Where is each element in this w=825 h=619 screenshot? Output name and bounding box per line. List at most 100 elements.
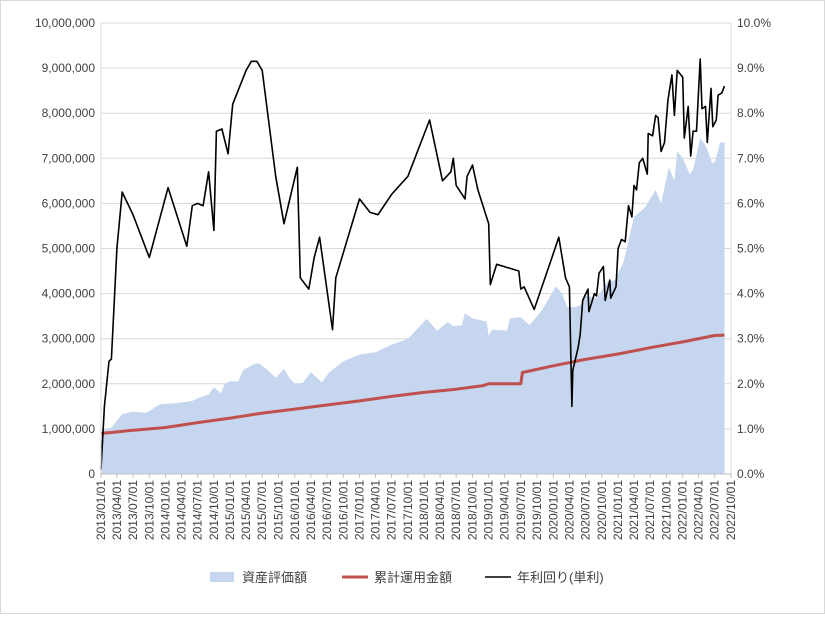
data-point [472, 165, 473, 166]
data-point [652, 135, 653, 136]
data-point [693, 131, 694, 132]
y-left-tick-label: 0 [88, 467, 95, 481]
data-point [701, 108, 702, 109]
x-tick-label: 2019/04/01 [498, 480, 512, 540]
data-point [596, 295, 597, 296]
data-point [714, 335, 715, 336]
y-left-tick-label: 3,000,000 [42, 332, 96, 346]
data-point [610, 298, 611, 299]
data-point [633, 185, 634, 186]
data-point [658, 117, 659, 118]
y-right-tick-label: 10.0% [737, 16, 771, 30]
data-point [391, 396, 392, 397]
data-point [496, 264, 497, 265]
data-point [582, 300, 583, 301]
x-tick-label: 2019/07/01 [514, 480, 528, 540]
data-point [603, 266, 604, 267]
data-point [477, 189, 478, 190]
data-point [488, 383, 489, 384]
data-point [664, 142, 665, 143]
x-tick-label: 2015/07/01 [255, 480, 269, 540]
x-tick-label: 2017/04/01 [368, 480, 382, 540]
line-series-layer [100, 58, 726, 470]
data-point [639, 162, 640, 163]
data-point [655, 115, 656, 116]
data-point [149, 257, 150, 258]
data-point [705, 106, 706, 107]
data-point [297, 167, 298, 168]
data-point [165, 427, 166, 428]
data-point [707, 142, 708, 143]
data-point [369, 212, 370, 213]
data-point [565, 277, 566, 278]
data-point [429, 119, 430, 120]
data-point [688, 106, 689, 107]
y-left-tick-label: 6,000,000 [42, 196, 96, 210]
data-point [534, 309, 535, 310]
data-point [642, 158, 643, 159]
data-point [700, 59, 701, 60]
data-point [677, 70, 678, 71]
y-right-tick-label: 5.0% [737, 242, 765, 256]
x-tick-label: 2017/10/01 [401, 480, 415, 540]
data-point [232, 104, 233, 105]
data-point [569, 286, 570, 287]
x-tick-label: 2019/10/01 [530, 480, 544, 540]
data-point [721, 92, 722, 93]
data-point [553, 365, 554, 366]
y-right-tick-label: 6.0% [737, 196, 765, 210]
data-point [696, 131, 697, 132]
data-point [104, 406, 105, 407]
y-left-tick-label: 1,000,000 [42, 422, 96, 436]
x-tick-label: 2020/07/01 [579, 480, 593, 540]
data-point [450, 171, 451, 172]
x-tick-label: 2013/07/01 [126, 480, 140, 540]
x-tick-label: 2020/04/01 [562, 480, 576, 540]
data-point [111, 358, 112, 359]
data-point [520, 289, 521, 290]
data-point [615, 286, 616, 287]
data-point [326, 404, 327, 405]
y-right-tick-label: 2.0% [737, 377, 765, 391]
x-tick-label: 2013/10/01 [142, 480, 156, 540]
y-left-tick-label: 10,000,000 [35, 16, 95, 30]
data-point [256, 61, 257, 62]
data-point [690, 155, 691, 156]
x-tick-label: 2022/04/01 [692, 480, 706, 540]
data-point [116, 248, 117, 249]
data-point [335, 277, 336, 278]
data-point [598, 273, 599, 274]
x-tick-label: 2014/04/01 [175, 480, 189, 540]
data-point [667, 99, 668, 100]
data-point [424, 392, 425, 393]
data-point [551, 259, 552, 260]
data-point [682, 341, 683, 342]
data-point [585, 359, 586, 360]
data-point [650, 347, 651, 348]
x-tick-label: 2018/10/01 [465, 480, 479, 540]
legend-swatch-asset-value [210, 572, 234, 582]
x-tick-label: 2022/10/01 [724, 480, 738, 540]
legend: 資産評価額 累計運用金額 年利回り(単利) [210, 570, 604, 585]
y-right-tick-label: 7.0% [737, 151, 765, 165]
data-point [540, 291, 541, 292]
x-tick-label: 2013/01/01 [94, 480, 108, 540]
x-tick-label: 2016/01/01 [288, 480, 302, 540]
x-tick-label: 2021/01/01 [611, 480, 625, 540]
data-point [710, 88, 711, 89]
data-point [192, 205, 193, 206]
x-tick-label: 2016/07/01 [320, 480, 334, 540]
x-tick-label: 2015/01/01 [223, 480, 237, 540]
data-point [628, 205, 629, 206]
x-tick-label: 2018/04/01 [433, 480, 447, 540]
data-point [251, 61, 252, 62]
data-point [648, 133, 649, 134]
y-left-tick-label: 5,000,000 [42, 242, 96, 256]
data-point [275, 176, 276, 177]
data-point [724, 335, 725, 336]
data-point [587, 289, 588, 290]
data-point [111, 432, 112, 433]
y-right-tick-label: 4.0% [737, 287, 765, 301]
x-tick-label: 2017/07/01 [385, 480, 399, 540]
